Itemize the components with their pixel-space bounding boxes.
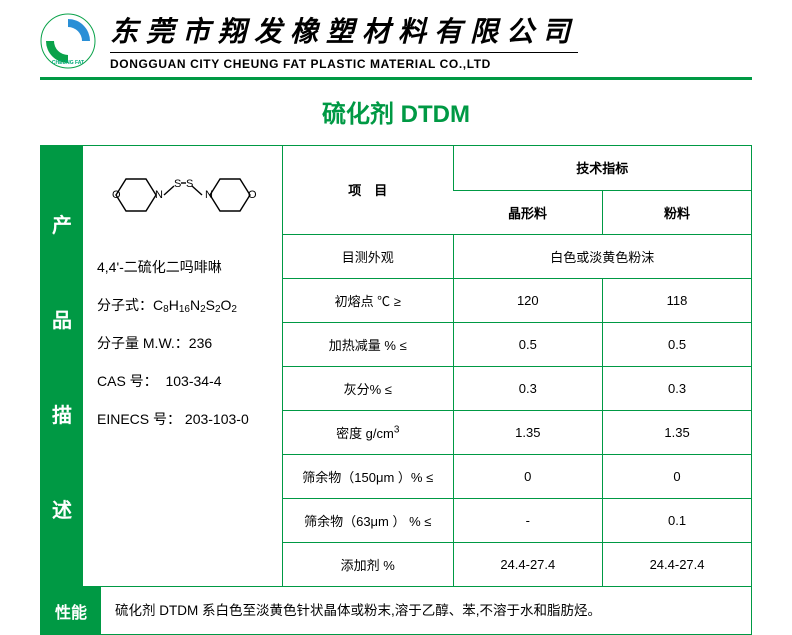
table-row: 初熔点 ℃ ≥ 120 118 xyxy=(283,278,751,322)
molecular-structure: O N O N S S xyxy=(108,166,258,227)
performance-row: 性能 硫化剂 DTDM 系白色至淡黄色针状晶体或粉末,溶于乙醇、苯,不溶于水和脂… xyxy=(40,587,752,635)
table-row: 筛余物（63μm ） % ≤ - 0.1 xyxy=(283,498,751,542)
info-column: O N O N S S 4,4'-二硫化二吗啡啉 xyxy=(83,146,283,586)
einecs-number: EINECS 号： 203-103-0 xyxy=(97,409,268,429)
svg-text:S: S xyxy=(186,178,193,190)
company-logo: CHEUNG FAT xyxy=(40,13,96,69)
table-row: 目测外观 白色或淡黄色粉沫 xyxy=(283,234,751,278)
performance-label: 性能 xyxy=(41,587,101,634)
col-powder: 粉料 xyxy=(603,190,751,234)
side-label-product-description: 产 品 描 述 xyxy=(41,146,83,586)
header-tech: 技术指标 xyxy=(453,146,751,190)
svg-text:O: O xyxy=(112,189,121,201)
spec-table-wrap: 项 目 技术指标 晶形料 粉料 目测外观 白色或淡黄色粉沫 初熔点 ℃ ≥ 12… xyxy=(283,146,751,586)
col-crystal: 晶形料 xyxy=(453,190,603,234)
table-row: 筛余物（150μm ）% ≤ 0 0 xyxy=(283,454,751,498)
svg-text:S: S xyxy=(174,178,181,190)
product-title: 硫化剂 DTDM xyxy=(40,94,752,129)
molecular-weight: 分子量 M.W.：236 xyxy=(97,333,268,353)
molecular-formula: 分子式：C8H16N2S2O2 xyxy=(97,295,268,315)
spec-sheet: 产 品 描 述 O N O N xyxy=(40,145,752,587)
svg-text:N: N xyxy=(155,189,163,201)
table-row: 添加剂 % 24.4-27.4 24.4-27.4 xyxy=(283,542,751,586)
document-header: CHEUNG FAT 东莞市翔发橡塑材料有限公司 DONGGUAN CITY C… xyxy=(40,10,752,80)
table-row: 灰分% ≤ 0.3 0.3 xyxy=(283,366,751,410)
header-param: 项 目 xyxy=(283,146,453,234)
company-name-cn: 东莞市翔发橡塑材料有限公司 xyxy=(110,10,578,53)
company-name-en: DONGGUAN CITY CHEUNG FAT PLASTIC MATERIA… xyxy=(110,57,752,71)
performance-text: 硫化剂 DTDM 系白色至淡黄色针状晶体或粉末,溶于乙醇、苯,不溶于水和脂肪烃。 xyxy=(101,587,751,634)
table-row: 加热减量 % ≤ 0.5 0.5 xyxy=(283,322,751,366)
svg-text:CHEUNG FAT: CHEUNG FAT xyxy=(52,60,84,66)
svg-text:N: N xyxy=(205,189,213,201)
chemical-name: 4,4'-二硫化二吗啡啉 xyxy=(97,257,268,277)
cas-number: CAS 号： 103-34-4 xyxy=(97,371,268,391)
spec-table: 项 目 技术指标 晶形料 粉料 目测外观 白色或淡黄色粉沫 初熔点 ℃ ≥ 12… xyxy=(283,146,751,586)
table-row: 密度 g/cm3 1.35 1.35 xyxy=(283,410,751,454)
svg-text:O: O xyxy=(248,189,257,201)
